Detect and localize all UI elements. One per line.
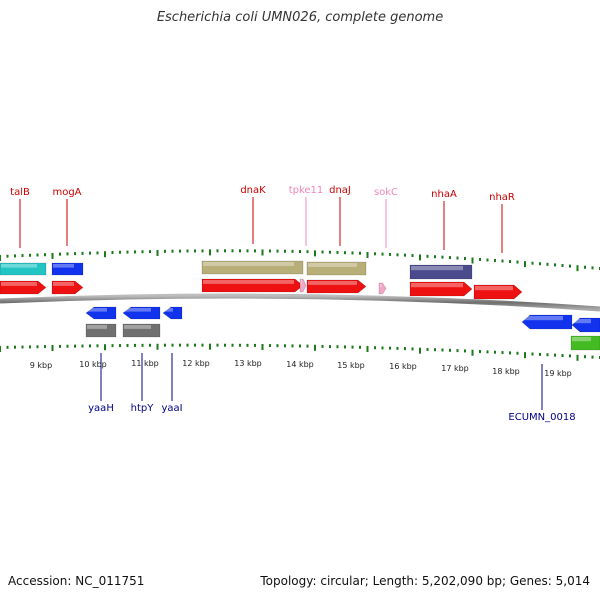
genome-backbone — [0, 293, 600, 312]
gene-feature-highlight — [53, 264, 74, 268]
gene-feature — [122, 306, 161, 320]
gene-feature — [299, 278, 307, 293]
gene-feature — [306, 261, 367, 276]
kbp-label: 16 kbp — [389, 362, 417, 371]
gene-label-sokc: sokC — [374, 187, 398, 198]
tick-track-top — [0, 249, 600, 272]
gene-feature-highlight — [523, 316, 563, 321]
gene-label-nhar: nhaR — [489, 192, 515, 203]
gene-feature-highlight — [1, 264, 37, 268]
gene-feature — [306, 279, 367, 294]
gene-feature — [521, 314, 573, 330]
kbp-label: 11 kbp — [131, 359, 159, 368]
genome-summary-text: Topology: circular; Length: 5,202,090 bp… — [260, 574, 590, 588]
gene-feature-highlight — [203, 280, 294, 284]
label-leader-lines — [19, 197, 543, 410]
genome-title: Escherichia coli UMN026, complete genome — [156, 10, 444, 25]
kbp-label: 13 kbp — [234, 359, 262, 368]
gene-feature-highlight — [87, 325, 107, 329]
gene-feature-highlight — [87, 308, 107, 312]
gene-label-yaah: yaaH — [88, 403, 114, 414]
gene-feature — [85, 306, 117, 320]
gene-feature-highlight — [301, 280, 302, 284]
gene-feature — [473, 284, 523, 300]
kbp-label: 9 kbp — [30, 361, 52, 370]
gene-label-dnaj: dnaJ — [329, 185, 351, 196]
kbp-scale-labels: 9 kbp 10 kbp 11 kbp 12 kbp 13 kbp 14 kbp 15 kb… — [30, 359, 572, 378]
gene-label-dnak: dnaK — [240, 185, 266, 196]
accession-text: Accession: NC_011751 — [8, 574, 145, 588]
kbp-label: 19 kbp — [544, 369, 572, 378]
gene-feature-highlight — [124, 325, 151, 329]
gene-feature-highlight — [124, 308, 151, 312]
gene-feature — [571, 317, 600, 333]
tick-track-bottom — [0, 343, 600, 361]
kbp-label: 17 kbp — [441, 364, 469, 373]
gene-feature — [162, 306, 183, 320]
gene-feature — [51, 280, 84, 295]
kbp-label: 14 kbp — [286, 360, 314, 369]
gene-label-moga: mogA — [52, 187, 81, 198]
gene-feature — [85, 323, 117, 338]
gene-label-htpy: htpY — [131, 403, 155, 414]
gene-feature-highlight — [475, 286, 513, 291]
kbp-label: 10 kbp — [79, 360, 107, 369]
gene-feature — [0, 280, 47, 295]
gene-label-talb: talB — [10, 187, 30, 198]
gene-feature-highlight — [573, 319, 591, 324]
gene-feature-highlight — [1, 282, 37, 286]
gene-feature-highlight — [411, 266, 463, 271]
gene-feature — [409, 281, 473, 297]
kbp-label: 12 kbp — [182, 359, 210, 368]
gene-feature — [201, 278, 304, 293]
gene-feature — [201, 260, 304, 275]
gene-feature — [122, 323, 161, 338]
kbp-label: 18 kbp — [492, 367, 520, 376]
gene-feature — [378, 282, 387, 295]
gene-feature-highlight — [53, 282, 74, 286]
gene-feature-highlight — [308, 281, 357, 285]
gene-feature-highlight — [164, 308, 173, 312]
gene-label-nhaa: nhaA — [431, 189, 457, 200]
feature-track — [0, 260, 600, 351]
gene-feature — [570, 335, 600, 351]
gene-feature-highlight — [572, 337, 591, 342]
gene-feature — [409, 264, 473, 280]
gene-label-tpke11: tpke11 — [289, 185, 324, 196]
gene-labels: talB mogA dnaK tpke11 dnaJ sokC nhaA nhaR yaaH ht… — [10, 185, 575, 423]
gene-feature-highlight — [380, 284, 382, 288]
gene-feature-highlight — [411, 283, 463, 288]
kbp-label: 15 kbp — [337, 361, 365, 370]
gene-label-ecumn-0018: ECUMN_0018 — [508, 412, 575, 423]
gene-label-yaai: yaaI — [161, 403, 182, 414]
gene-feature — [51, 262, 84, 276]
gene-feature — [0, 262, 47, 276]
gene-feature-highlight — [203, 262, 294, 266]
gene-feature-highlight — [308, 263, 357, 267]
